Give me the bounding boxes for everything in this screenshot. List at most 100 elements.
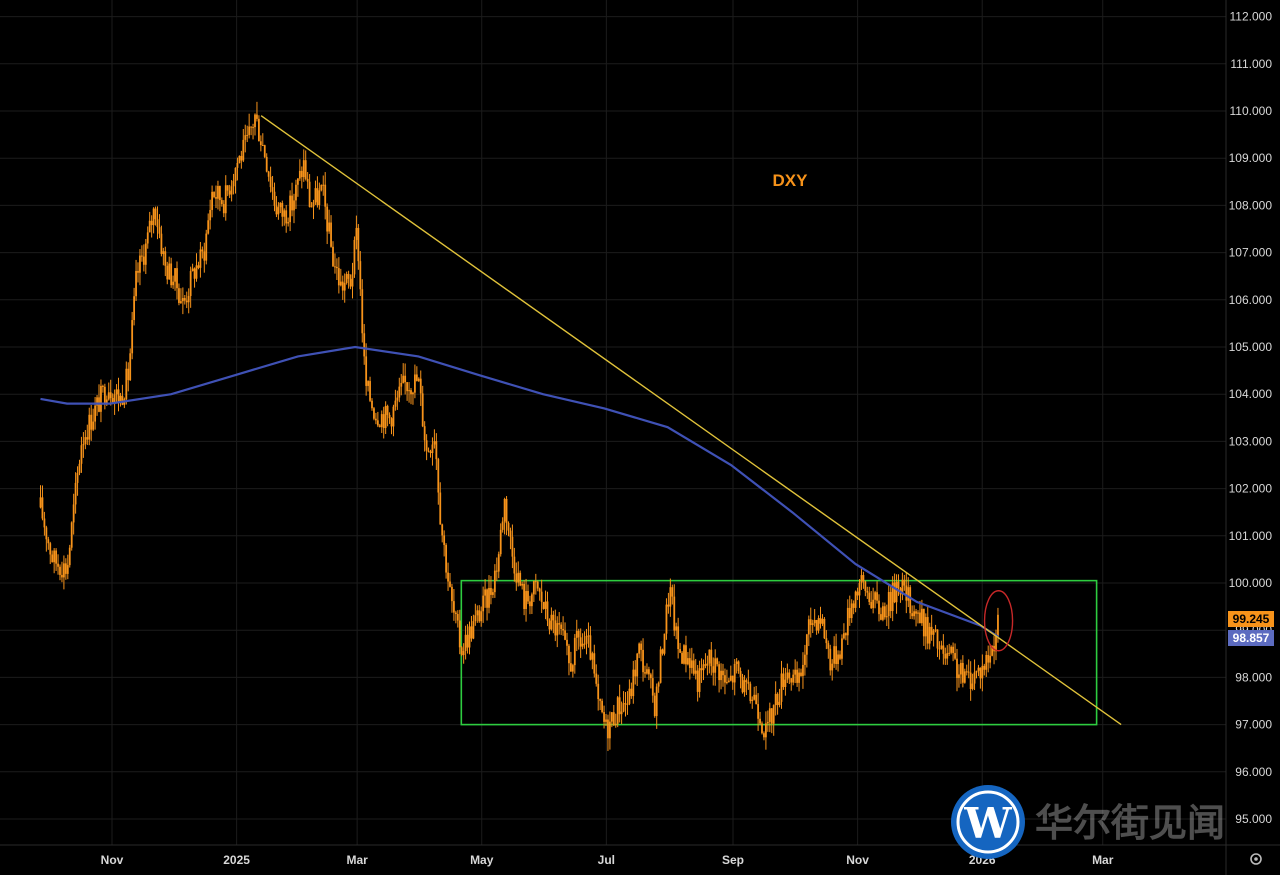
x-tick-label: Jul — [598, 853, 615, 867]
candle — [421, 385, 424, 428]
candle — [792, 669, 795, 686]
candle — [753, 686, 756, 701]
candle — [878, 594, 880, 622]
y-tick-label: 98.000 — [1235, 670, 1272, 684]
gear-icon[interactable] — [1250, 853, 1262, 865]
candle — [90, 404, 93, 441]
y-tick-label: 100.000 — [1229, 576, 1273, 590]
candle — [558, 612, 561, 635]
candle — [936, 629, 939, 658]
candle — [61, 561, 63, 583]
candle — [548, 618, 551, 635]
candle — [306, 172, 309, 189]
candle — [449, 573, 451, 588]
candle — [386, 404, 389, 427]
candle — [193, 267, 196, 288]
candle — [755, 686, 758, 705]
candle — [743, 675, 746, 697]
candle — [973, 659, 976, 691]
y-axis[interactable]: 95.00096.00097.00098.00099.000100.000101… — [1229, 10, 1273, 826]
candle — [813, 609, 816, 627]
candle — [583, 631, 586, 649]
highlight-ellipse — [983, 590, 1014, 652]
candle — [154, 206, 157, 226]
candle — [456, 610, 459, 628]
candle — [318, 182, 321, 210]
candle — [176, 261, 178, 300]
candle — [380, 410, 383, 434]
candle — [825, 630, 828, 650]
candle — [98, 384, 100, 413]
candle — [144, 238, 147, 275]
candle — [737, 660, 740, 674]
candle — [417, 377, 420, 383]
y-tick-label: 112.000 — [1230, 10, 1273, 24]
candle — [271, 175, 274, 200]
candle — [677, 617, 680, 659]
candle — [724, 668, 726, 695]
candle — [562, 616, 565, 636]
candle — [224, 175, 227, 221]
candle — [714, 649, 717, 686]
candle — [384, 401, 387, 434]
candle — [932, 628, 935, 647]
candle — [614, 713, 617, 728]
candle — [226, 185, 229, 197]
candle — [739, 667, 742, 689]
candle — [423, 421, 426, 452]
candle — [607, 714, 609, 752]
candle — [708, 649, 711, 674]
candle — [831, 659, 834, 681]
candle — [710, 641, 713, 676]
candle — [837, 650, 839, 672]
candle — [267, 170, 270, 182]
candle — [895, 574, 898, 614]
candle — [474, 603, 477, 626]
candle — [989, 644, 992, 669]
candle — [142, 244, 145, 272]
candle — [577, 628, 580, 650]
candle — [987, 645, 990, 673]
candle — [43, 511, 46, 536]
candle — [84, 430, 87, 450]
candle — [519, 570, 522, 587]
candle — [681, 651, 683, 664]
candle — [819, 606, 822, 629]
candle — [220, 197, 223, 207]
y-tick-label: 109.000 — [1229, 151, 1273, 165]
candle — [655, 683, 658, 729]
candle — [977, 664, 980, 677]
candle — [823, 617, 826, 640]
candle — [410, 388, 412, 405]
candle — [770, 708, 773, 734]
candle — [72, 493, 75, 535]
candle — [616, 695, 619, 728]
candle — [94, 397, 97, 430]
candle — [217, 180, 219, 210]
candle — [585, 628, 588, 655]
candle — [359, 251, 362, 296]
candle — [304, 150, 307, 181]
candle — [427, 447, 430, 453]
candle — [727, 677, 730, 683]
candle — [392, 404, 395, 437]
candle — [507, 521, 510, 537]
candle — [375, 412, 377, 425]
candle — [59, 564, 61, 581]
candle — [66, 554, 69, 580]
candle — [848, 595, 851, 626]
candle — [357, 224, 360, 270]
candle — [796, 661, 799, 687]
candle — [673, 584, 676, 637]
candle — [634, 660, 637, 685]
y-tick-label: 105.000 — [1229, 340, 1273, 354]
candle — [985, 651, 988, 677]
candle — [70, 521, 73, 551]
candle — [328, 209, 331, 234]
candle — [76, 466, 79, 496]
candle — [68, 544, 71, 568]
x-axis[interactable]: Nov 2025 Mar May Jul Sep Nov 2026 Mar — [101, 853, 1114, 867]
candle — [297, 178, 299, 197]
candle — [648, 666, 650, 681]
